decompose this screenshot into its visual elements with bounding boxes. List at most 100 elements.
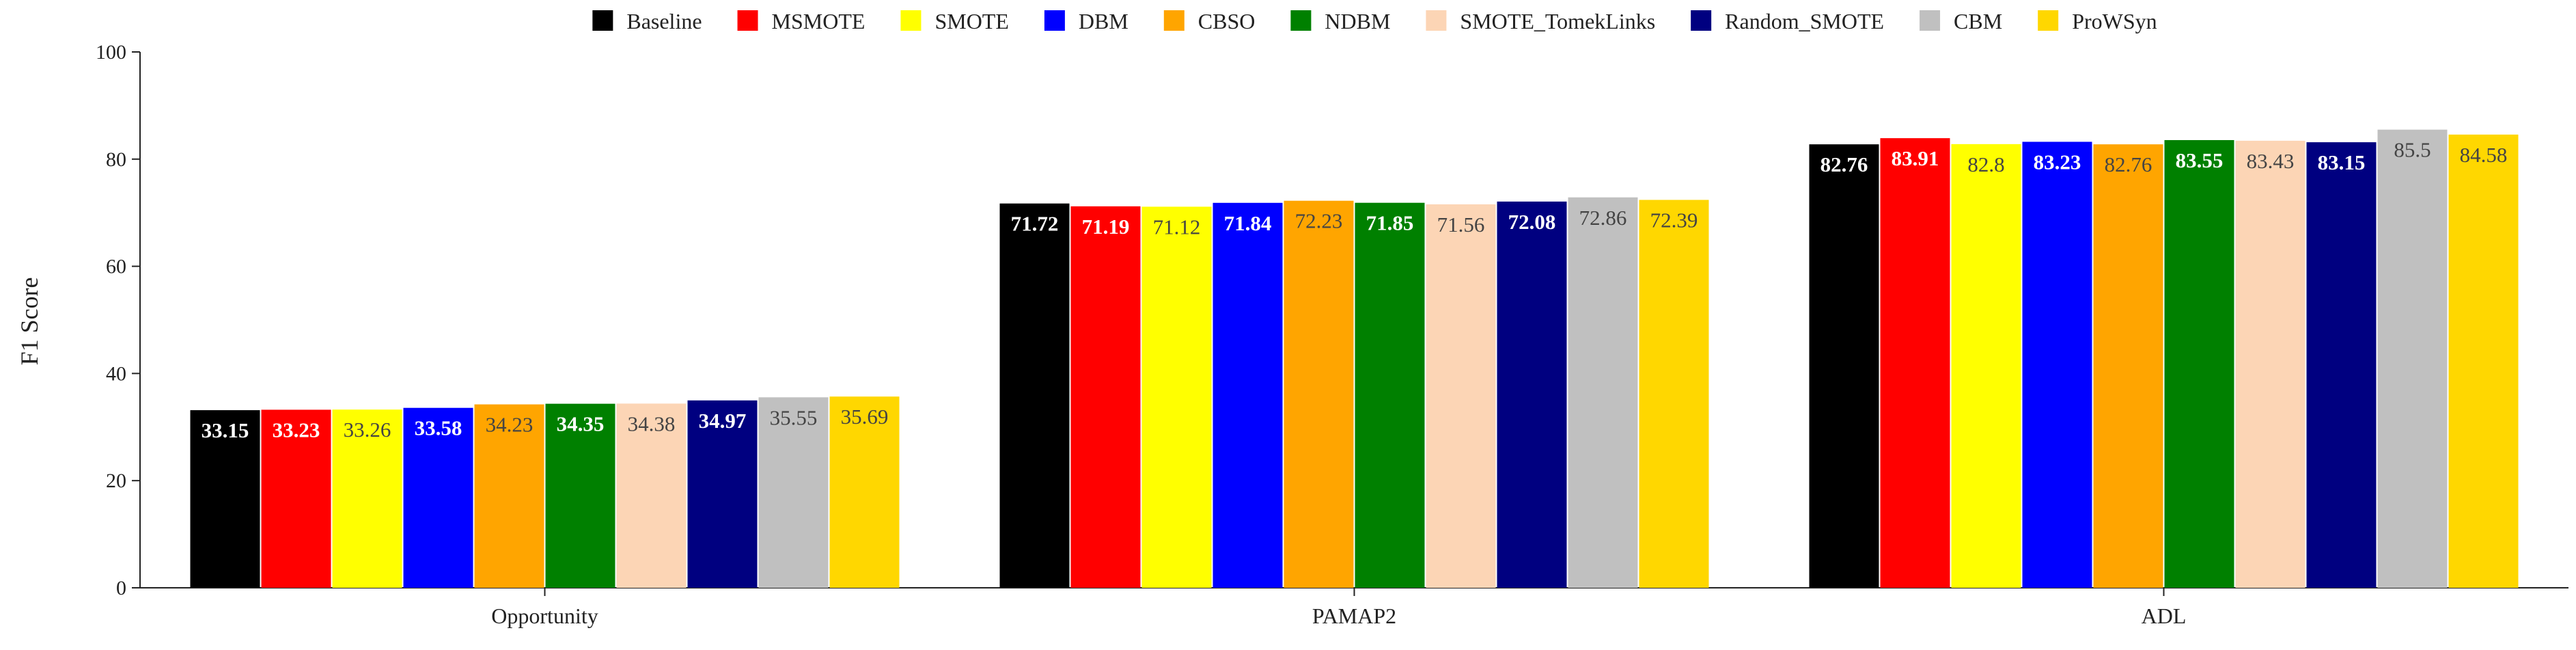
bar-value-label: 71.72 [1011, 212, 1059, 236]
bar-value-label: 83.23 [2034, 150, 2081, 174]
legend-label: Random_SMOTE [1725, 9, 1884, 33]
legend-item: Baseline [592, 9, 702, 33]
bar [1141, 206, 1212, 588]
bar [474, 404, 544, 588]
bar-labels: 33.15 33.23 33.26 33.58 34.23 34.35 34.38 34.97… [202, 138, 2508, 442]
legend-swatch [737, 10, 758, 31]
bar [687, 400, 758, 588]
bar-value-label: 82.76 [1820, 152, 1868, 176]
y-axis: 0 20 40 60 80 100 [96, 41, 141, 599]
bar [2448, 134, 2519, 588]
bar-value-label: 35.55 [770, 405, 818, 429]
bar-value-label: 34.97 [699, 409, 747, 433]
legend-item: NDBM [1290, 9, 1390, 33]
bar [2164, 139, 2234, 588]
bar-value-label: 83.55 [2176, 148, 2224, 172]
bars [190, 129, 2519, 588]
bar [545, 403, 615, 588]
y-tick-label: 0 [116, 577, 126, 599]
y-tick-label: 40 [106, 362, 126, 385]
bar [1497, 201, 1567, 588]
y-tick-label: 20 [106, 470, 126, 492]
legend-label: SMOTE [934, 9, 1008, 33]
bar [1951, 144, 2021, 588]
legend-item: CBSO [1163, 9, 1256, 33]
y-tick-label: 80 [106, 148, 126, 171]
legend-swatch [1691, 10, 1712, 31]
legend-swatch [1290, 10, 1312, 31]
bar-value-label: 33.58 [415, 416, 462, 440]
bar-value-label: 33.26 [344, 418, 391, 442]
legend-label: NDBM [1325, 9, 1390, 33]
bar [261, 409, 331, 588]
bar [403, 407, 473, 588]
bar-value-label: 83.15 [2318, 150, 2366, 174]
legend-label: SMOTE_TomekLinks [1460, 9, 1655, 33]
bar [2235, 140, 2305, 588]
bar-value-label: 71.12 [1153, 215, 1201, 239]
legend-swatch [900, 10, 922, 31]
bar-value-label: 33.15 [202, 418, 249, 442]
bar-value-label: 72.86 [1579, 206, 1627, 230]
bar-value-label: 85.5 [2394, 138, 2430, 162]
y-tick-label: 60 [106, 256, 126, 278]
bar-value-label: 34.38 [628, 411, 676, 435]
legend-label: ProWSyn [2072, 9, 2157, 33]
bar [616, 403, 687, 588]
bar [2377, 129, 2448, 588]
legend-item: SMOTE [900, 9, 1009, 33]
bar [2093, 144, 2163, 588]
bar [1213, 202, 1283, 588]
bar [2022, 141, 2092, 588]
legend-item: DBM [1044, 9, 1128, 33]
x-tick-label: ADL [2142, 604, 2187, 628]
bar-value-label: 72.23 [1295, 209, 1343, 233]
bar [758, 397, 829, 588]
bar-value-label: 82.76 [2105, 152, 2152, 176]
bar-value-label: 72.39 [1650, 208, 1698, 232]
bar-value-label: 72.08 [1508, 210, 1556, 234]
bar [1639, 200, 1709, 588]
bar [1070, 206, 1141, 588]
bar [999, 203, 1070, 588]
bar [190, 410, 260, 588]
bar-value-label: 83.43 [2247, 149, 2295, 173]
legend: Baseline MSMOTE SMOTE DBM CBSO NDBM SMOTE_Tome… [592, 9, 2157, 33]
bar-value-label: 84.58 [2460, 143, 2508, 167]
bar-value-label: 34.23 [486, 413, 534, 437]
bar [1880, 138, 1950, 588]
legend-item: Random_SMOTE [1691, 9, 1884, 33]
legend-label: MSMOTE [772, 9, 865, 33]
bar-value-label: 82.8 [1967, 152, 2004, 176]
legend-label: CBSO [1198, 9, 1256, 33]
bar-value-label: 71.56 [1437, 213, 1485, 236]
legend-item: CBM [1920, 9, 2002, 33]
bar-value-label: 34.35 [557, 412, 605, 436]
bar-value-label: 35.69 [841, 405, 889, 429]
legend-swatch [1044, 10, 1065, 31]
bar [829, 396, 900, 588]
bar-value-label: 83.91 [1892, 146, 1939, 170]
bar [1809, 144, 1879, 588]
x-tick-label: PAMAP2 [1312, 604, 1396, 628]
legend-swatch [1920, 10, 1941, 31]
legend-item: SMOTE_TomekLinks [1426, 9, 1655, 33]
legend-swatch [2038, 10, 2059, 31]
x-axis: Opportunity PAMAP2 ADL [140, 587, 2568, 628]
y-axis-title: F1 Score [16, 277, 43, 366]
bar [1568, 197, 1638, 588]
legend-item: ProWSyn [2038, 9, 2157, 33]
legend-swatch [1163, 10, 1185, 31]
bar [1355, 202, 1425, 588]
bar [1284, 200, 1354, 588]
legend-item: MSMOTE [737, 9, 865, 33]
legend-swatch [1426, 10, 1447, 31]
bar-value-label: 71.85 [1366, 211, 1414, 235]
legend-label: CBM [1954, 9, 2002, 33]
legend-label: DBM [1079, 9, 1128, 33]
y-tick-label: 100 [96, 41, 126, 64]
bar [2306, 142, 2377, 588]
legend-swatch [592, 10, 613, 31]
bar [332, 409, 402, 588]
